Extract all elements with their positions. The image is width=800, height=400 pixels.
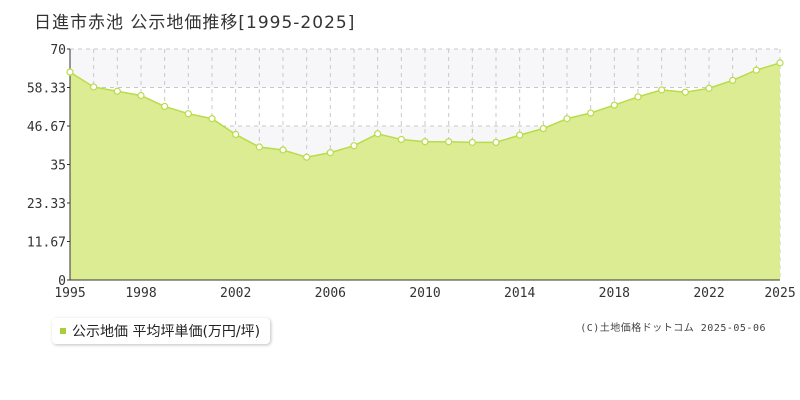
y-tick-label: 46.67 bbox=[27, 120, 66, 135]
legend: 公示地価 平均坪単価(万円/坪) bbox=[52, 318, 271, 344]
data-point bbox=[752, 66, 760, 74]
x-tick-layer: 1995 1998 2002 2006 2010 2014 2018 2022 2025 bbox=[54, 286, 795, 301]
x-tick-label: 2022 bbox=[693, 286, 724, 301]
data-point bbox=[184, 110, 192, 118]
x-tick-label: 2006 bbox=[315, 286, 346, 301]
data-point bbox=[421, 138, 429, 146]
data-point bbox=[397, 135, 405, 144]
y-tick-label: 58.33 bbox=[27, 82, 66, 97]
data-point bbox=[539, 124, 547, 133]
data-point bbox=[681, 88, 689, 96]
data-point bbox=[468, 138, 476, 146]
area-layer bbox=[69, 62, 781, 280]
data-point bbox=[563, 115, 571, 123]
data-point bbox=[610, 101, 618, 109]
y-tick-layer: 0 11.67 23.33 35 46.67 58.33 70 bbox=[27, 43, 70, 289]
data-point bbox=[66, 68, 74, 76]
y-tick-label: 0 bbox=[58, 274, 66, 289]
data-point bbox=[303, 153, 311, 161]
data-point bbox=[776, 59, 784, 67]
data-point bbox=[729, 76, 737, 84]
x-tick-label: 2025 bbox=[764, 286, 795, 301]
data-point bbox=[90, 83, 98, 91]
x-tick-label: 2018 bbox=[599, 286, 630, 301]
data-point bbox=[492, 138, 500, 146]
data-point bbox=[350, 142, 358, 150]
data-point bbox=[658, 86, 666, 94]
area-fill bbox=[70, 62, 780, 280]
data-point bbox=[634, 93, 642, 101]
data-point bbox=[445, 138, 453, 146]
y-tick-label: 23.33 bbox=[27, 197, 66, 212]
y-tick-label: 35 bbox=[50, 159, 66, 174]
y-tick-label: 11.67 bbox=[27, 235, 66, 250]
data-point bbox=[705, 84, 713, 92]
point-layer bbox=[66, 59, 784, 161]
data-point bbox=[516, 131, 524, 139]
credit-text: (C)土地価格ドットコム 2025-05-06 bbox=[580, 323, 766, 334]
data-point bbox=[279, 146, 287, 154]
y-tick-label: 70 bbox=[50, 43, 66, 58]
data-point bbox=[374, 130, 382, 138]
data-point bbox=[255, 143, 263, 151]
x-tick-label: 2014 bbox=[504, 286, 535, 301]
x-tick-label: 2002 bbox=[220, 286, 251, 301]
legend-label: 公示地価 平均坪単価(万円/坪) bbox=[72, 324, 261, 340]
data-point bbox=[113, 87, 121, 95]
data-point bbox=[326, 149, 334, 157]
page-title: 日進市赤池 公示地価推移[1995-2025] bbox=[34, 13, 356, 33]
x-tick-label: 1995 bbox=[54, 286, 85, 301]
x-tick-label: 2010 bbox=[409, 286, 440, 301]
x-tick-label: 1998 bbox=[125, 286, 156, 301]
data-point bbox=[208, 115, 216, 123]
data-point bbox=[232, 130, 240, 139]
data-point bbox=[137, 91, 145, 100]
data-point bbox=[161, 102, 169, 111]
legend-swatch bbox=[60, 328, 66, 334]
data-point bbox=[587, 109, 595, 117]
